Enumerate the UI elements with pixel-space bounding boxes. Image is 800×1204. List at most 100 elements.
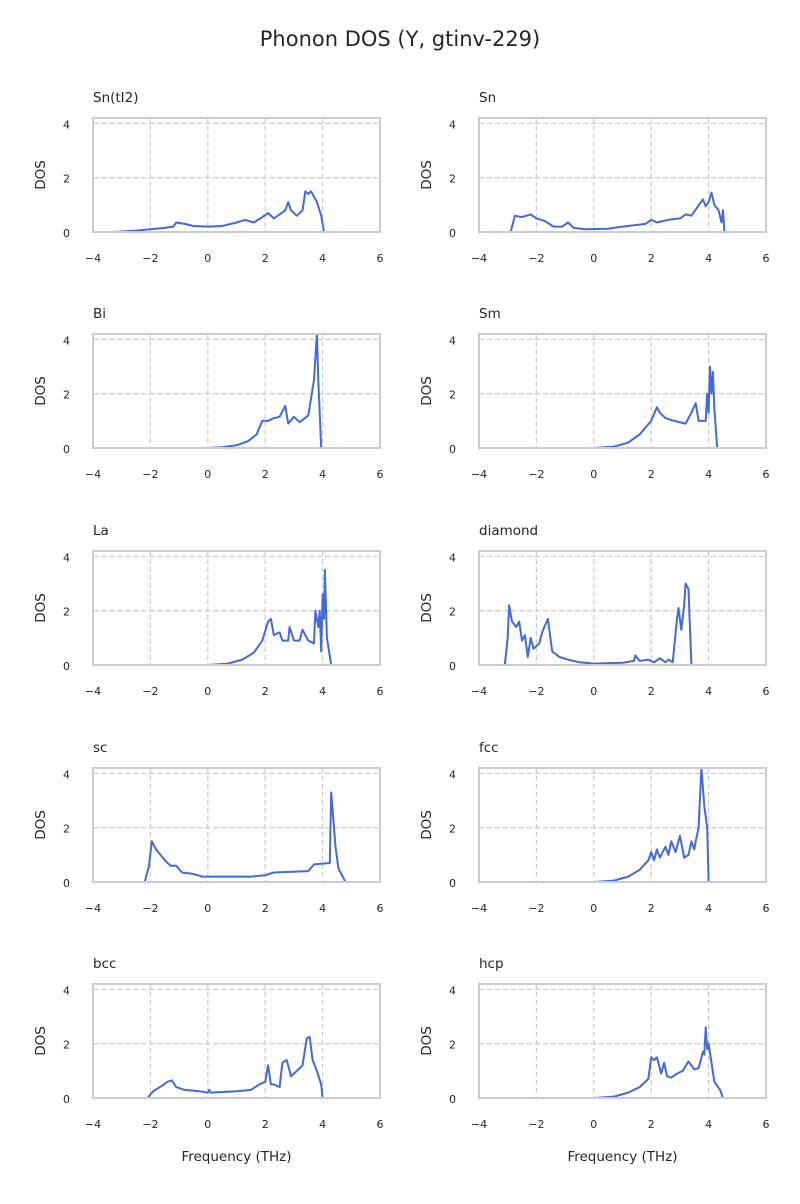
x-tick-label: −4 [85,1118,101,1131]
x-tick-label: 4 [705,252,712,265]
dos-line [127,791,357,883]
y-axis-label: DOS [419,376,435,406]
dos-line [207,569,340,666]
x-tick-label: −2 [142,1118,158,1131]
x-tick-label: 4 [705,468,712,481]
x-tick-label: −2 [142,902,158,915]
axes-frame [478,550,767,666]
subplot-hcp: −4 −2 0 2 4 6 0 2 4 hcp DOS Frequency (THz) [419,956,770,1165]
y-tick-label: 0 [449,227,456,240]
subplot-fcc: −4 −2 0 2 4 6 0 2 4 fcc DOS [419,740,770,915]
subplot-sc: −4 −2 0 2 4 6 0 2 4 sc DOS [33,740,384,915]
x-tick-label: 2 [648,252,655,265]
x-tick-label: −2 [528,468,544,481]
subplot-la: −4 −2 0 2 4 6 0 2 4 La DOS [33,523,384,698]
x-tick-label: −2 [528,252,544,265]
x-tick-label: 2 [648,1118,655,1131]
dos-line [127,1035,340,1099]
y-tick-label: 4 [63,118,70,131]
dos-line [504,191,743,233]
x-tick-label: 0 [590,685,597,698]
subplot-title: hcp [479,956,504,972]
x-tick-label: 6 [377,468,384,481]
subplot-title: Bi [93,306,106,322]
y-tick-label: 4 [449,118,456,131]
x-tick-label: 6 [377,252,384,265]
subplot-sn: −4 −2 0 2 4 6 0 2 4 Sn DOS [419,90,770,265]
y-tick-label: 2 [449,173,456,186]
x-tick-label: 2 [648,468,655,481]
y-axis-label: DOS [33,160,49,190]
x-tick-label: 6 [377,902,384,915]
x-tick-label: −2 [142,252,158,265]
subplot-title: Sn [479,90,496,106]
subplot-title: sc [93,740,107,756]
y-tick-label: 2 [63,1039,70,1052]
subplot-title: bcc [93,956,116,972]
x-tick-label: −2 [142,685,158,698]
x-tick-label: −4 [471,252,487,265]
x-tick-label: −4 [471,902,487,915]
axes-frame [478,983,767,1099]
x-tick-label: 2 [262,468,269,481]
y-tick-label: 2 [449,823,456,836]
subplot-bi: −4 −2 0 2 4 6 0 2 4 Bi DOS [33,306,384,481]
x-tick-label: 4 [705,1118,712,1131]
dos-line [593,1026,732,1099]
x-tick-label: 4 [319,902,326,915]
y-tick-label: 2 [63,173,70,186]
axes-frame [478,767,767,883]
x-tick-label: −4 [85,902,101,915]
y-tick-label: 4 [63,768,70,781]
subplot-title: Sm [479,306,501,322]
y-tick-label: 2 [449,606,456,619]
y-tick-label: 4 [449,768,456,781]
x-tick-label: 4 [319,468,326,481]
x-tick-label: 6 [763,685,770,698]
y-tick-label: 4 [449,334,456,347]
subplot-title: diamond [479,523,538,539]
axes-frame [478,333,767,449]
x-tick-label: 0 [204,1118,211,1131]
dos-line [113,190,346,233]
y-axis-label: DOS [33,593,49,623]
y-tick-label: 0 [449,1093,456,1106]
y-tick-label: 0 [63,1093,70,1106]
y-axis-label: DOS [33,376,49,406]
x-tick-label: −4 [85,252,101,265]
figure-title: Phonon DOS (Y, gtinv-229) [260,27,540,51]
y-tick-label: 4 [63,551,70,564]
subplot-sm: −4 −2 0 2 4 6 0 2 4 Sm DOS [419,306,770,481]
x-tick-label: 6 [377,685,384,698]
x-tick-label: 0 [204,252,211,265]
y-tick-label: 0 [63,227,70,240]
x-tick-label: 4 [705,902,712,915]
x-tick-label: −4 [471,1118,487,1131]
x-tick-label: 4 [319,685,326,698]
x-tick-label: −4 [85,468,101,481]
y-tick-label: 0 [63,877,70,890]
x-tick-label: 0 [590,252,597,265]
y-tick-label: 2 [63,823,70,836]
axes-frame [92,983,381,1099]
x-axis-label: Frequency (THz) [181,1149,291,1165]
y-tick-label: 0 [63,660,70,673]
y-axis-label: DOS [419,810,435,840]
x-tick-label: −2 [528,902,544,915]
subplot-title: fcc [479,740,499,756]
y-tick-label: 4 [63,984,70,997]
axes-frame [92,550,381,666]
y-tick-label: 2 [449,389,456,402]
x-tick-label: 0 [590,468,597,481]
x-tick-label: 0 [590,902,597,915]
y-tick-label: 2 [63,389,70,402]
subplot-title: Sn(tI2) [93,90,139,106]
axes-frame [92,333,381,449]
y-tick-label: 4 [449,984,456,997]
x-tick-label: 6 [763,902,770,915]
x-tick-label: 0 [204,902,211,915]
y-axis-label: DOS [419,593,435,623]
subplot-title: La [93,523,109,539]
y-tick-label: 2 [449,1039,456,1052]
